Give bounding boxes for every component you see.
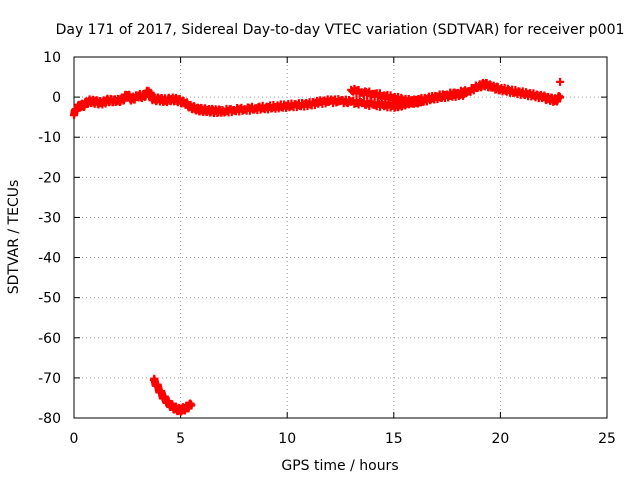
x-axis-title: GPS time / hours <box>281 458 398 474</box>
data-point <box>556 77 565 86</box>
y-tick-label: 10 <box>43 50 61 66</box>
y-tick-label: -20 <box>38 170 61 186</box>
x-tick-label: 0 <box>70 431 79 447</box>
y-tick-label: -70 <box>38 371 61 387</box>
data-series <box>70 77 565 416</box>
series-lower-branch <box>417 88 469 106</box>
y-tick-label: -80 <box>38 411 61 427</box>
data-point <box>460 89 469 98</box>
x-tick-label: 20 <box>491 431 509 447</box>
axis-ticks: 0 5 10 15 20 25 10 0 -10 -20 -30 -40 -50 -60 -70 -80 <box>38 50 616 447</box>
y-tick-label: -60 <box>38 331 61 347</box>
x-tick-label: 5 <box>176 431 185 447</box>
y-tick-label: -30 <box>38 210 61 226</box>
data-point <box>556 93 565 102</box>
x-tick-label: 25 <box>598 431 616 447</box>
y-tick-label: -10 <box>38 130 61 146</box>
series-low-excursion <box>149 374 196 416</box>
series-upper-branch <box>347 84 426 108</box>
plot-frame <box>73 56 608 419</box>
y-tick-label: 0 <box>52 90 61 106</box>
chart-title: Day 171 of 2017, Sidereal Day-to-day VTE… <box>56 22 625 38</box>
x-tick-label: 15 <box>385 431 403 447</box>
y-tick-label: -40 <box>38 251 61 267</box>
data-point <box>187 401 196 410</box>
series-isolated-point <box>556 77 565 86</box>
x-tick-label: 10 <box>278 431 296 447</box>
y-axis-title: SDTVAR / TECUs <box>6 180 22 295</box>
y-tick-label: -50 <box>38 291 61 307</box>
